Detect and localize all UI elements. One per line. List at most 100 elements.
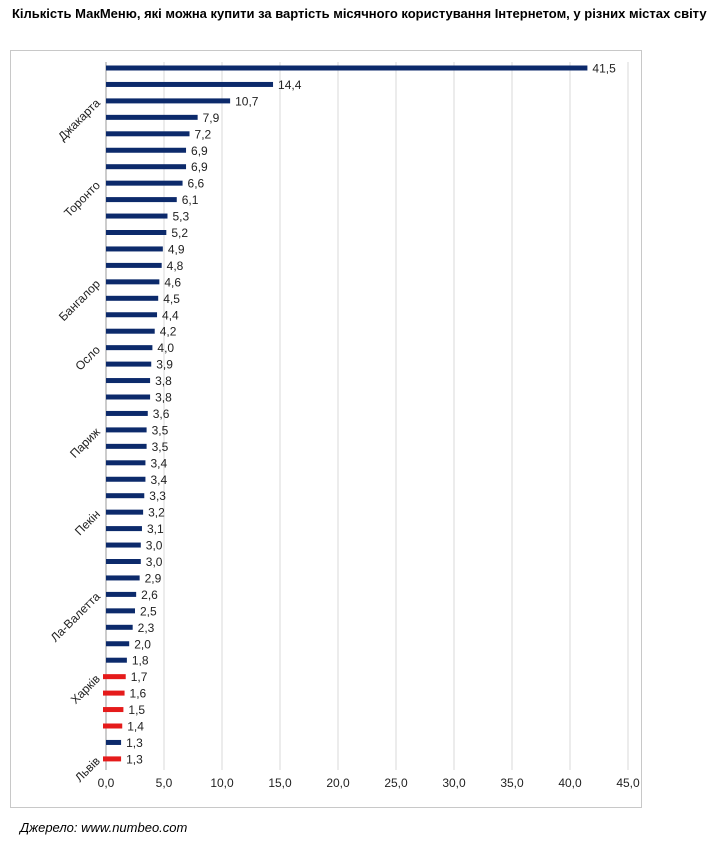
source-note: Джерело: www.numbeo.com <box>20 820 188 835</box>
bar-value-label: 7,9 <box>203 111 220 125</box>
category-label: Бангалор <box>56 277 103 324</box>
x-tick-label: 35,0 <box>500 776 524 790</box>
category-label: Осло <box>72 342 103 373</box>
x-tick-label: 40,0 <box>558 776 582 790</box>
bar-value-label: 4,8 <box>167 259 184 273</box>
x-tick-label: 5,0 <box>156 776 173 790</box>
x-tick-label: 20,0 <box>326 776 350 790</box>
bar <box>106 739 122 745</box>
bar-value-label: 1,8 <box>132 654 149 668</box>
bar <box>103 674 126 680</box>
bar-value-label: 4,2 <box>160 325 177 339</box>
bar <box>103 707 124 713</box>
bar-value-label: 1,6 <box>130 687 147 701</box>
x-tick-label: 25,0 <box>384 776 408 790</box>
bar-value-label: 1,3 <box>126 752 143 766</box>
bar <box>106 131 190 137</box>
bar <box>106 295 159 301</box>
bar <box>106 114 198 120</box>
bar-value-label: 3,5 <box>152 440 169 454</box>
bar <box>106 65 588 71</box>
bar <box>106 410 148 416</box>
bar <box>106 591 137 597</box>
bar-value-label: 10,7 <box>235 94 259 108</box>
category-label: Джакарта <box>55 96 103 144</box>
x-tick-label: 45,0 <box>616 776 640 790</box>
bar-value-label: 3,8 <box>155 374 172 388</box>
bar <box>106 575 140 581</box>
bar-value-label: 2,0 <box>134 637 151 651</box>
category-label: Торонто <box>61 178 103 220</box>
category-label: Харків <box>68 672 103 707</box>
bar <box>103 756 122 762</box>
bar-value-label: 7,2 <box>195 127 212 141</box>
bar <box>106 641 130 647</box>
bar <box>103 690 125 696</box>
bar <box>106 542 141 548</box>
bar <box>106 147 187 153</box>
bar <box>106 657 127 663</box>
bar-value-label: 3,4 <box>150 456 167 470</box>
bar-value-label: 2,5 <box>140 604 157 618</box>
bar-value-label: 14,4 <box>278 78 302 92</box>
x-tick-label: 0,0 <box>98 776 115 790</box>
bar-value-label: 6,9 <box>191 144 208 158</box>
category-label: Пекін <box>72 507 103 538</box>
bar <box>106 230 167 235</box>
x-tick-label: 30,0 <box>442 776 466 790</box>
bar-value-label: 3,0 <box>146 555 163 569</box>
bar-value-label: 3,3 <box>149 489 166 503</box>
bar-value-label: 3,0 <box>146 539 163 553</box>
bar-value-label: 4,6 <box>164 275 181 289</box>
bar-value-label: 3,9 <box>156 358 173 372</box>
bar <box>106 476 146 482</box>
bar <box>106 180 183 186</box>
bar <box>106 559 141 564</box>
bar <box>106 493 145 499</box>
x-tick-label: 15,0 <box>268 776 292 790</box>
bar-value-label: 1,5 <box>128 703 145 717</box>
bar-value-label: 41,5 <box>592 62 616 76</box>
bar <box>106 361 152 367</box>
bar <box>106 443 147 449</box>
bar-value-label: 1,3 <box>126 736 143 750</box>
bar <box>106 312 158 318</box>
bar-value-label: 6,9 <box>191 160 208 174</box>
bar-value-label: 2,3 <box>138 621 155 635</box>
bar <box>106 213 168 219</box>
bar-value-label: 2,6 <box>141 588 158 602</box>
bar-value-label: 4,9 <box>168 242 185 256</box>
bar <box>106 624 133 630</box>
bar-chart: 0,0 5,0 10,0 15,0 20,0 25,0 30,0 35,0 40,0 45,0 41… <box>48 62 640 791</box>
bar <box>103 723 123 729</box>
bar-value-label: 5,2 <box>171 226 188 240</box>
category-label: Ла-Валетта <box>48 589 103 644</box>
bar-value-label: 3,2 <box>148 506 165 520</box>
bar-value-label: 2,9 <box>145 571 162 585</box>
bar-value-label: 6,1 <box>182 193 199 207</box>
bar <box>106 81 274 87</box>
bar <box>106 608 135 614</box>
bar <box>106 164 187 170</box>
category-label: Париж <box>67 425 103 461</box>
bar-value-label: 6,6 <box>188 177 205 191</box>
bar <box>106 98 231 104</box>
bar-value-label: 4,5 <box>163 292 180 306</box>
bar <box>106 394 151 400</box>
bar-value-label: 3,4 <box>150 473 167 487</box>
bar-value-label: 3,5 <box>152 423 169 437</box>
bar <box>106 526 142 532</box>
chart-frame: 0,0 5,0 10,0 15,0 20,0 25,0 30,0 35,0 40,0 45,0 41… <box>10 50 642 808</box>
bar <box>106 378 151 384</box>
bar-value-label: 5,3 <box>172 210 189 224</box>
bar-value-label: 1,4 <box>127 720 144 734</box>
bar <box>106 345 153 351</box>
bar <box>106 246 163 252</box>
chart-title: Кількість МакМеню, які можна купити за в… <box>12 6 707 21</box>
bar-value-label: 3,1 <box>147 522 164 536</box>
bar-value-label: 3,8 <box>155 391 172 405</box>
bar-value-label: 4,0 <box>157 341 174 355</box>
bar <box>106 262 162 268</box>
x-tick-label: 10,0 <box>210 776 234 790</box>
bar <box>106 328 155 334</box>
